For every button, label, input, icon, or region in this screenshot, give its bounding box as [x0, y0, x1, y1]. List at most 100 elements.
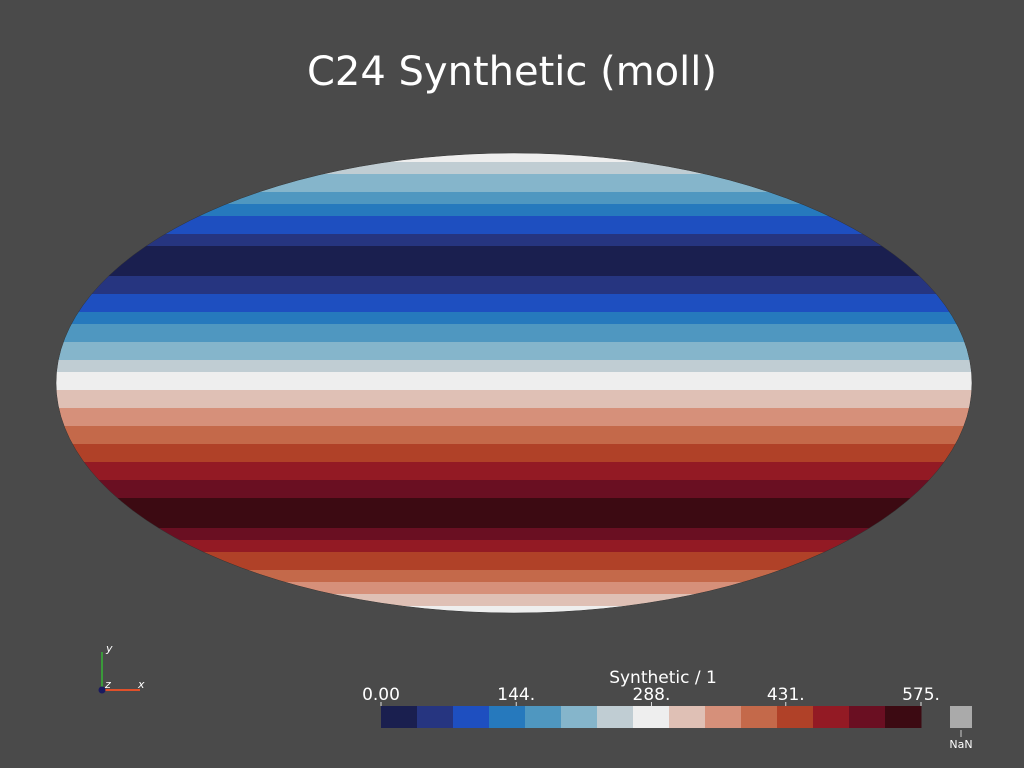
- map-band: [56, 228, 972, 235]
- map-band: [56, 306, 972, 313]
- map-band: [56, 444, 972, 451]
- map-band: [56, 264, 972, 271]
- map-band: [56, 474, 972, 481]
- colorbar-tick-label: 144.: [497, 685, 535, 705]
- map-band: [56, 168, 972, 175]
- colorbar-tick-label: 0.00: [362, 685, 400, 705]
- map-band: [56, 198, 972, 205]
- map-outline: [55, 152, 973, 614]
- colorbar-swatch: [489, 706, 526, 728]
- map-band: [56, 156, 972, 163]
- title: C24 Synthetic (moll): [307, 49, 717, 95]
- map-band: [56, 324, 972, 331]
- map-band: [56, 210, 972, 217]
- map-band: [56, 480, 972, 487]
- map-band: [56, 204, 972, 211]
- map-band: [56, 384, 972, 391]
- colorbar-tick-label: 575.: [902, 685, 940, 705]
- map-band: [56, 234, 972, 241]
- map-band: [56, 348, 972, 355]
- map-band: [56, 288, 972, 295]
- map-band: [56, 216, 972, 223]
- map-band: [56, 342, 972, 349]
- colorbar-tick-label: 431.: [767, 685, 805, 705]
- map-band: [56, 252, 972, 259]
- colorbar-tick-label: 288.: [633, 685, 671, 705]
- map-band: [56, 498, 972, 505]
- colorbar-swatch: [705, 706, 742, 728]
- map-band: [56, 456, 972, 463]
- map-band: [56, 258, 972, 265]
- map-band: [56, 222, 972, 229]
- map-band: [56, 528, 972, 535]
- nan-swatch: [950, 706, 972, 728]
- map-band: [56, 174, 972, 181]
- map-band: [56, 564, 972, 571]
- map-band: [56, 486, 972, 493]
- map-band: [56, 438, 972, 445]
- map-band: [56, 450, 972, 457]
- map-band: [56, 540, 972, 547]
- map-band: [56, 462, 972, 469]
- map-band: [56, 180, 972, 187]
- colorbar-swatch: [597, 706, 634, 728]
- colorbar-swatch: [525, 706, 562, 728]
- mollweide-map: [56, 153, 972, 613]
- map-band: [56, 294, 972, 301]
- map-band: [56, 576, 972, 583]
- map-band: [56, 552, 972, 559]
- map-band: [56, 558, 972, 565]
- map-band: [56, 588, 972, 595]
- x-label: x: [137, 678, 145, 691]
- map-band: [56, 408, 972, 415]
- map-band: [56, 432, 972, 439]
- map-band: [56, 468, 972, 475]
- map-band: [56, 360, 972, 367]
- map-band: [56, 582, 972, 589]
- map-band: [56, 390, 972, 397]
- colorbar-swatch: [453, 706, 490, 728]
- map-band: [56, 402, 972, 409]
- map-band: [56, 600, 972, 607]
- map-band: [56, 372, 972, 379]
- map-band: [56, 300, 972, 307]
- map-band: [56, 192, 972, 199]
- colorbar-swatch: [381, 706, 418, 728]
- map-band: [56, 546, 972, 553]
- axes-widget: y x z: [98, 642, 145, 694]
- map-band: [56, 330, 972, 337]
- map-band: [56, 570, 972, 577]
- colorbar-swatch: [777, 706, 814, 728]
- map-band: [56, 186, 972, 193]
- map-band: [56, 153, 972, 157]
- map-band: [56, 162, 972, 169]
- colorbar-swatch: [813, 706, 850, 728]
- map-band: [56, 366, 972, 373]
- map-band: [56, 516, 972, 523]
- z-label: z: [104, 678, 111, 691]
- colorbar-swatch: [885, 706, 922, 728]
- map-band: [56, 414, 972, 421]
- colorbar-swatch: [633, 706, 670, 728]
- map-band: [56, 504, 972, 511]
- colorbar-swatch: [561, 706, 598, 728]
- map-band: [56, 246, 972, 253]
- map-band: [56, 426, 972, 433]
- map-band: [56, 510, 972, 517]
- colorbar: 0.00 144. 288. 431. 575.: [362, 685, 940, 728]
- map-band: [56, 534, 972, 541]
- colorbar-title: Synthetic / 1: [609, 668, 717, 688]
- map-band: [56, 606, 972, 613]
- nan-label: NaN: [949, 738, 972, 751]
- map-band: [56, 492, 972, 499]
- map-band: [56, 396, 972, 403]
- map-band: [56, 420, 972, 427]
- colorbar-swatch: [741, 706, 778, 728]
- map-band: [56, 522, 972, 529]
- colorbar-swatch: [417, 706, 454, 728]
- map-band: [56, 276, 972, 283]
- z-axis-dot: [98, 686, 106, 694]
- map-band: [56, 612, 972, 613]
- colorbar-swatch: [669, 706, 706, 728]
